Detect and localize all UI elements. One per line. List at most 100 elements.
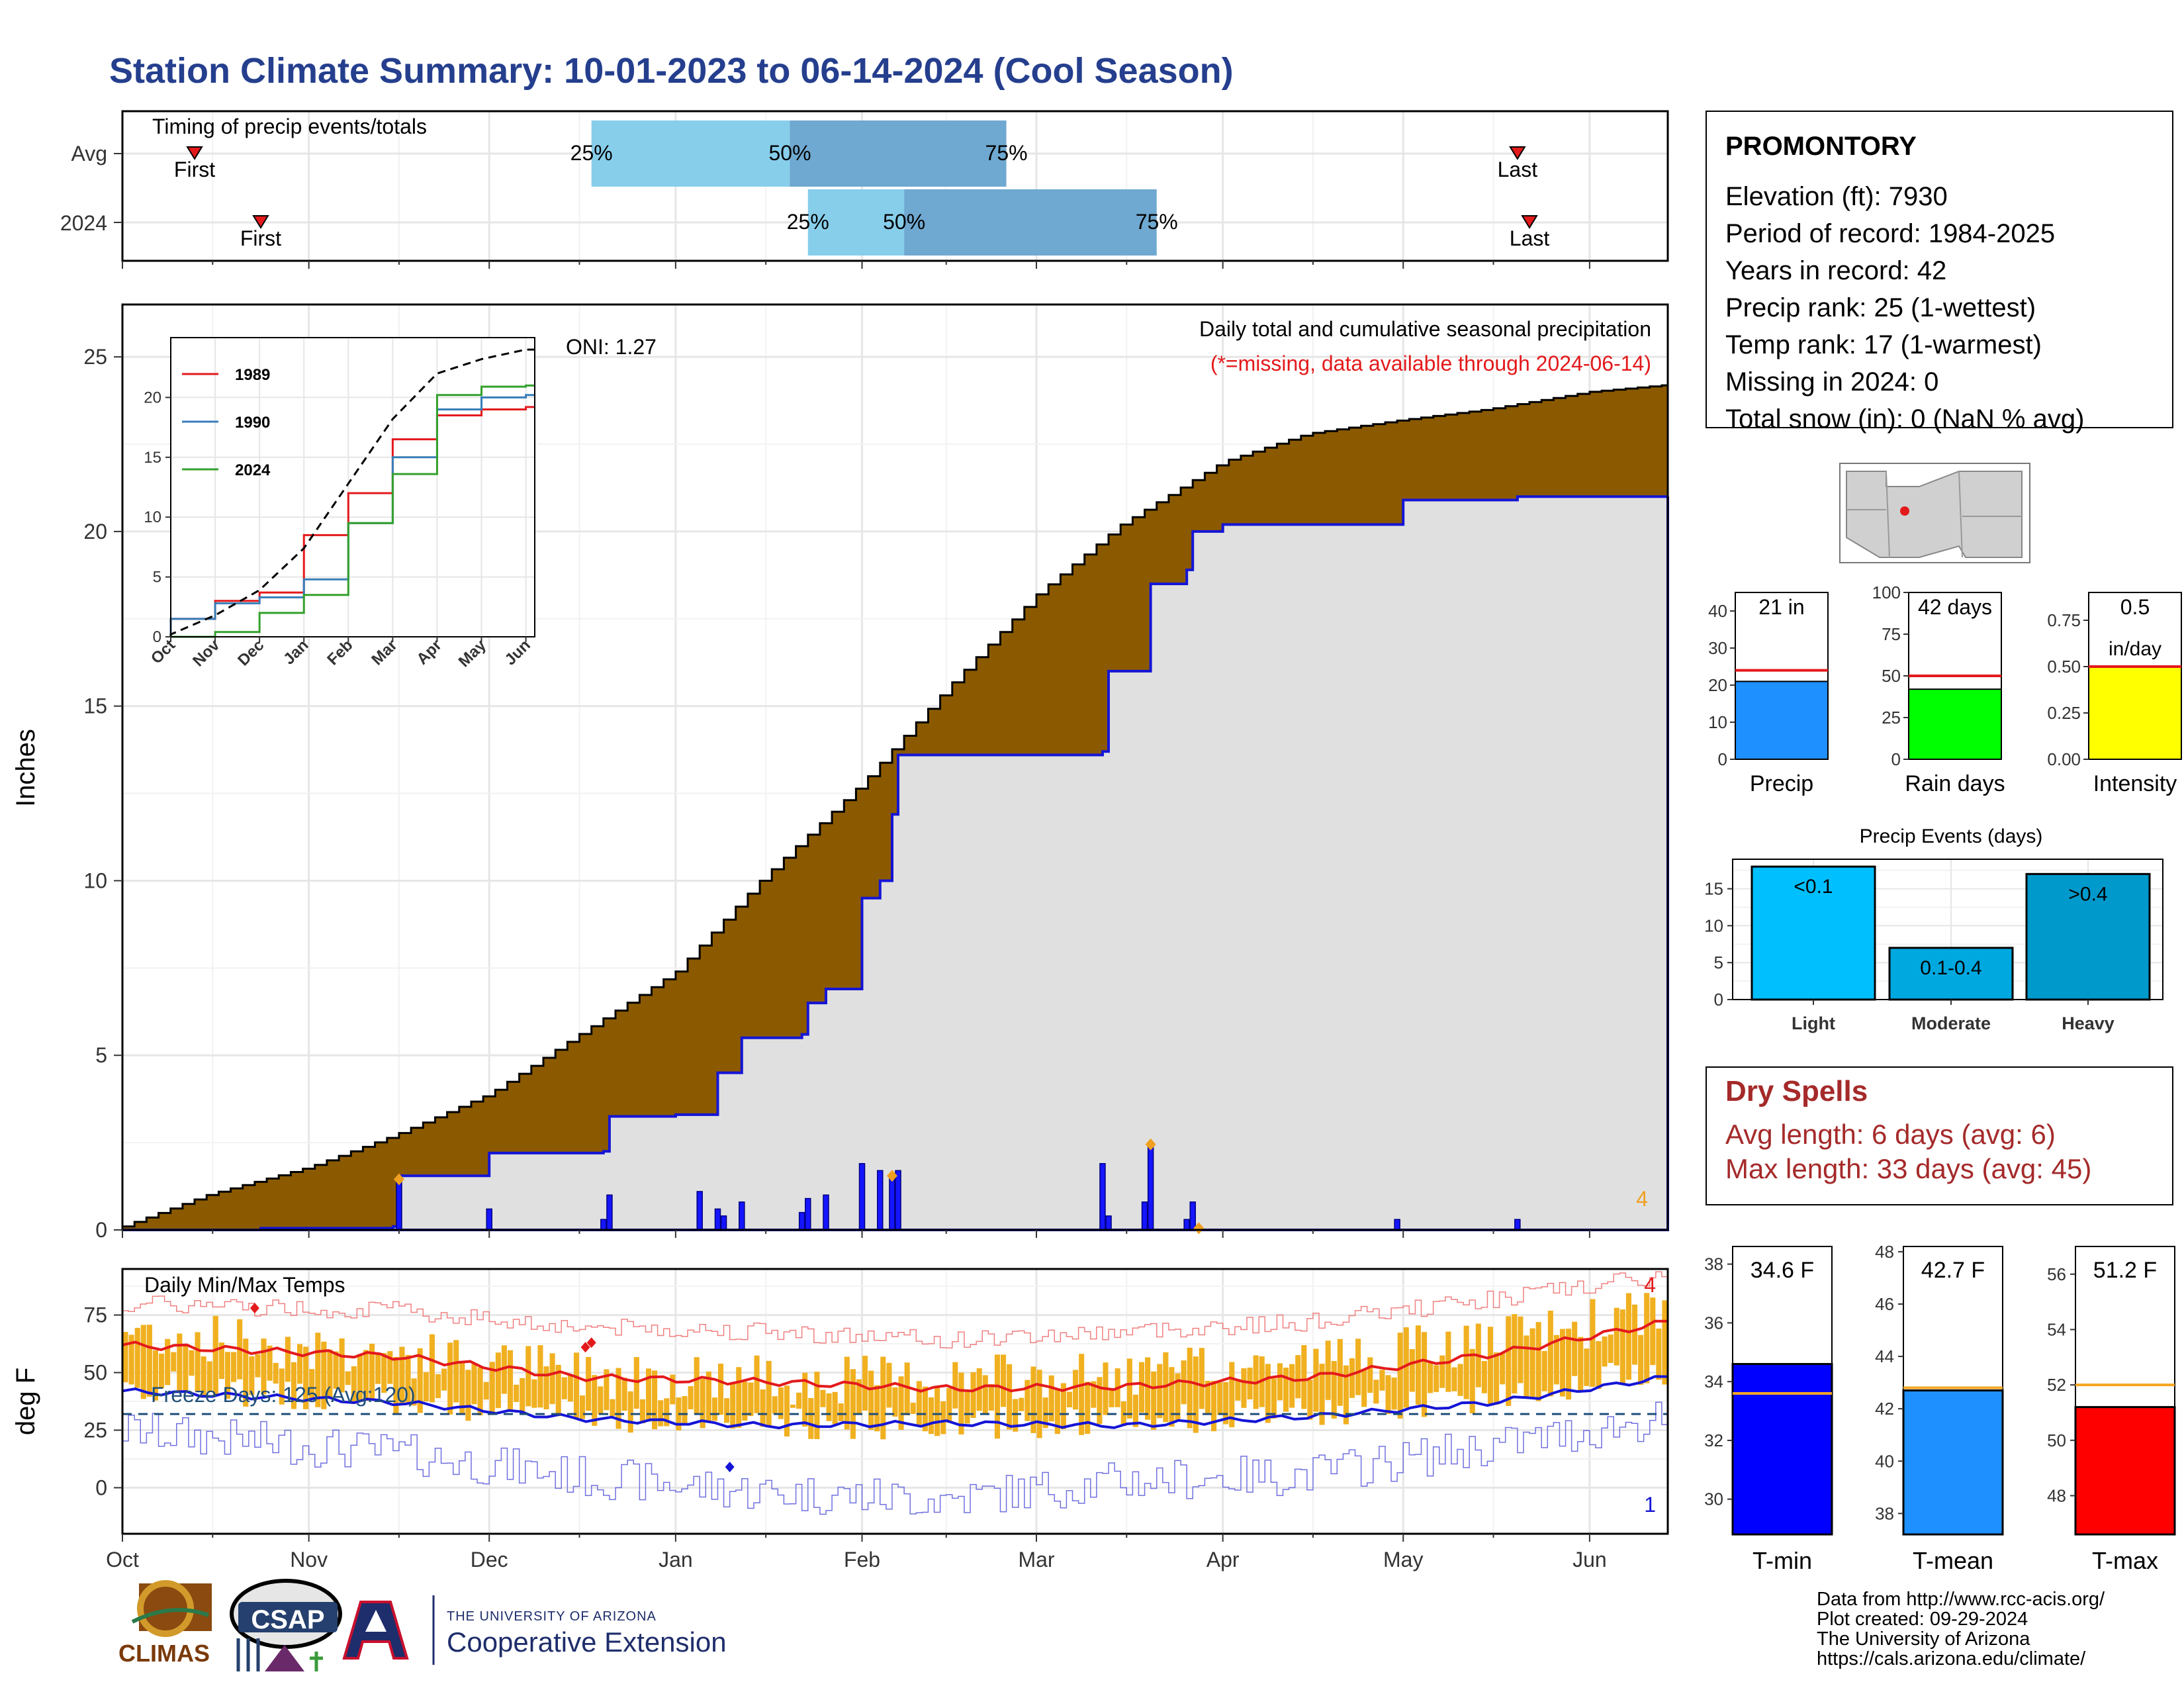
- daily-precip-bar: [1514, 1219, 1521, 1231]
- station-line-5: Missing in 2024: 0: [1725, 367, 1938, 397]
- daily-temp-bar: [1265, 1364, 1271, 1423]
- daily-temp-bar: [441, 1368, 447, 1391]
- daily-temp-bar: [598, 1386, 604, 1415]
- daily-temp-bar: [621, 1378, 627, 1411]
- daily-temp-bar: [171, 1352, 177, 1372]
- missing-marker: [886, 1170, 897, 1182]
- daily-temp-bar: [531, 1379, 537, 1408]
- daily-temp-bar: [916, 1381, 922, 1425]
- daily-temp-bar: [1301, 1344, 1307, 1409]
- temp-bar: [1731, 1363, 1833, 1536]
- daily-temp-bar: [1494, 1352, 1500, 1405]
- timing-last-marker: [1509, 146, 1526, 160]
- daily-precip-bar: [858, 1163, 866, 1231]
- daily-temp-bar: [1590, 1299, 1596, 1387]
- daily-temp-bar: [447, 1342, 453, 1415]
- temp-bar-ytick: 48: [2047, 1485, 2066, 1505]
- daily-temp-bar: [1217, 1382, 1223, 1415]
- mini-bar-value: 21 in: [1758, 595, 1804, 619]
- daily-temp-bar: [832, 1391, 838, 1425]
- daily-temp-bar: [1373, 1380, 1379, 1404]
- daily-temp-bar: [1319, 1364, 1325, 1425]
- daily-temp-bar: [898, 1376, 904, 1430]
- precip-ylabel: Inches: [11, 729, 40, 807]
- daily-temp-bar: [1042, 1397, 1048, 1429]
- daily-temp-bar: [670, 1374, 676, 1405]
- daily-temp-bar: [1608, 1335, 1614, 1363]
- daily-temp-bar: [1361, 1369, 1367, 1407]
- mini-bar-ytick: 10: [1708, 712, 1727, 732]
- events-ytick: 15: [1704, 879, 1723, 899]
- timing-panel: Timing of precip events/totals Avg 2024 …: [60, 110, 1669, 262]
- daily-temp-bar: [694, 1357, 700, 1415]
- daily-temp-bar: [291, 1362, 296, 1409]
- daily-temp-bar: [363, 1350, 369, 1401]
- timing-p50-label: 50%: [768, 141, 811, 165]
- temp-bar-ytick: 38: [1875, 1503, 1894, 1523]
- record-min-line: [122, 1401, 1668, 1515]
- temp-bar: [1902, 1389, 2004, 1536]
- daily-temp-bar: [796, 1392, 802, 1409]
- daily-temp-bar: [627, 1391, 633, 1433]
- daily-temp-bar: [333, 1351, 339, 1389]
- temp-bar-ytick: 46: [1875, 1294, 1894, 1314]
- temp-bar-value: 51.2 F: [2093, 1258, 2157, 1283]
- daily-temp-bar: [652, 1370, 658, 1430]
- daily-temp-bar: [772, 1396, 778, 1414]
- daily-temp-bar: [1638, 1335, 1644, 1385]
- daily-temp-bar: [1066, 1391, 1073, 1408]
- daily-temp-bar: [1126, 1358, 1132, 1419]
- daily-precip-bar: [798, 1211, 805, 1231]
- precip-panel: 0 5 10 15 20 25 Inches Daily total and cumula…: [11, 303, 1669, 1242]
- daily-temp-bar: [682, 1396, 688, 1425]
- station-location-marker: [1900, 506, 1909, 516]
- daily-temp-bar: [159, 1353, 165, 1389]
- timing-row-label-2024: 2024: [60, 211, 107, 235]
- daily-temp-bar: [1145, 1357, 1151, 1420]
- daily-precip-bar: [877, 1170, 884, 1231]
- csap-logo-text: CSAP: [251, 1605, 324, 1634]
- daily-temp-bar: [645, 1368, 652, 1422]
- daily-precip-bar: [889, 1177, 895, 1231]
- daily-temp-bar: [1060, 1383, 1066, 1429]
- daily-temp-bar: [844, 1356, 850, 1430]
- daily-temp-bar: [1169, 1367, 1175, 1427]
- daily-temp-bar: [520, 1378, 525, 1415]
- daily-temp-bar: [375, 1354, 381, 1384]
- daily-temp-bar: [218, 1342, 224, 1380]
- daily-temp-bar: [1048, 1375, 1054, 1422]
- daily-temp-bar: [261, 1338, 267, 1395]
- temp-bar-value: 34.6 F: [1751, 1258, 1814, 1283]
- month-label: Nov: [290, 1548, 328, 1571]
- temp-bar-ytick: 30: [1704, 1489, 1723, 1509]
- daily-temp-bar: [555, 1364, 561, 1417]
- daily-temp-bar: [435, 1374, 441, 1399]
- timing-first-label: First: [174, 158, 215, 181]
- mini-bar: [1735, 680, 1829, 761]
- daily-temp-bar: [1584, 1348, 1590, 1386]
- daily-temp-bar: [1439, 1355, 1445, 1388]
- daily-temp-bar: [1397, 1333, 1403, 1419]
- daily-temp-bar: [604, 1369, 610, 1411]
- daily-temp-bar: [850, 1369, 856, 1439]
- timing-first-marker: [186, 146, 203, 160]
- daily-temp-bar: [790, 1404, 796, 1408]
- station-line-2: Years in record: 42: [1725, 256, 1946, 285]
- temp-ytick-label: 50: [83, 1361, 107, 1385]
- daily-temp-bar: [1625, 1293, 1631, 1380]
- mini-bar-ytick: 0.50: [2047, 657, 2081, 677]
- avg-min-line: [122, 1375, 1668, 1430]
- avg-max-line: [122, 1319, 1668, 1393]
- event-category-label: Light: [1792, 1013, 1835, 1033]
- daily-temp-bar: [255, 1354, 261, 1378]
- daily-temp-bar: [802, 1372, 808, 1427]
- daily-temp-bar: [717, 1364, 724, 1415]
- daily-temp-bar: [784, 1385, 790, 1436]
- daily-temp-bar: [465, 1370, 471, 1421]
- precip-ytick-label: 15: [83, 694, 107, 718]
- daily-precip-bar: [714, 1208, 721, 1231]
- daily-temp-bar: [922, 1386, 928, 1432]
- temp-bar-ytick: 42: [1875, 1399, 1894, 1419]
- station-line-6: Total snow (in): 0 (NaN % avg): [1725, 404, 2084, 434]
- daily-temp-bar: [826, 1393, 832, 1421]
